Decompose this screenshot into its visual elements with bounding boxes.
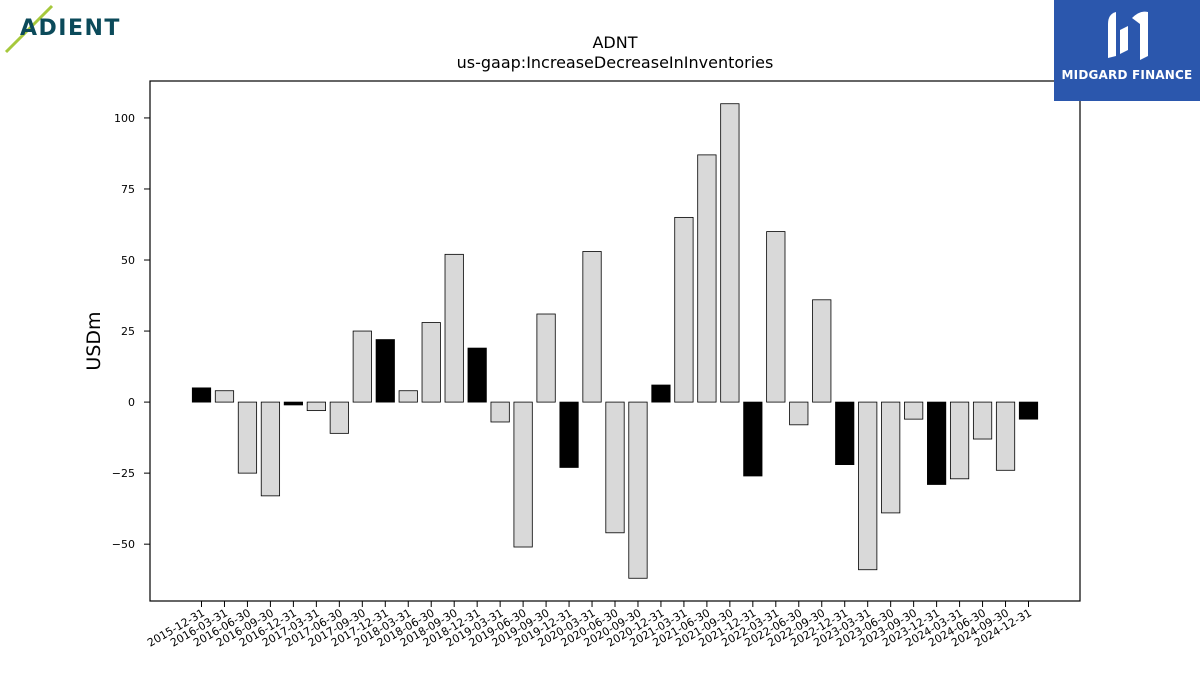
- bar-2024-09-30: [995, 401, 1016, 471]
- bar-2019-03-31: [490, 401, 510, 423]
- bar-2017-12-31: [375, 339, 395, 403]
- x-axis: 2015-12-312016-03-312016-06-302016-09-30…: [145, 601, 1034, 650]
- bar-2020-03-31: [582, 251, 602, 403]
- bar-2017-03-31: [306, 401, 326, 412]
- plot-frame: [149, 80, 1081, 602]
- bar-2024-03-31: [949, 401, 970, 480]
- bar-2023-09-30: [904, 401, 924, 420]
- chart-title: ADNT: [592, 33, 637, 52]
- bar-2020-09-30: [628, 401, 648, 579]
- bars-group: [191, 103, 1039, 579]
- midgard-emblem-icon: [1108, 11, 1148, 61]
- bar-2023-06-30: [881, 401, 901, 514]
- bar-2015-12-31: [191, 387, 212, 403]
- bar-2016-09-30: [260, 401, 281, 497]
- bar-2023-12-31: [927, 401, 947, 485]
- bar-2021-03-31: [674, 216, 694, 403]
- bar-2021-09-30: [720, 103, 740, 403]
- bar-2016-03-31: [214, 390, 235, 403]
- y-axis: 100 75 50 25 0 −25 −50: [112, 112, 150, 551]
- y-tick-label: 100: [114, 112, 135, 125]
- bar-2016-06-30: [237, 401, 258, 474]
- bar-2018-12-31: [467, 347, 487, 403]
- y-tick-label: 75: [121, 183, 135, 196]
- bar-2020-12-31: [651, 384, 671, 403]
- bar-2017-06-30: [329, 401, 349, 434]
- bar-2018-06-30: [421, 322, 441, 403]
- midgard-finance-logo: MIDGARD FINANCE: [1054, 0, 1200, 101]
- adient-logo-text: ADIENT: [20, 16, 121, 41]
- bar-2022-06-30: [789, 401, 809, 426]
- y-axis-label: USDm: [83, 311, 105, 370]
- bar-2022-12-31: [835, 401, 855, 465]
- bar-2019-06-30: [513, 401, 533, 548]
- bar-2024-12-31: [1018, 401, 1039, 420]
- adient-logo: ADIENT: [0, 0, 150, 60]
- bar-2020-06-30: [605, 401, 625, 534]
- y-tick-label: 25: [121, 325, 135, 338]
- bar-2022-09-30: [812, 299, 832, 403]
- bar-2017-09-30: [352, 330, 372, 403]
- bar-2016-12-31: [283, 401, 303, 406]
- y-tick-label: 0: [128, 396, 135, 409]
- y-tick-label: −50: [112, 538, 135, 551]
- chart-subtitle: us-gaap:IncreaseDecreaseInInventories: [457, 53, 774, 72]
- y-tick-label: 50: [121, 254, 135, 267]
- bar-2021-12-31: [743, 401, 763, 477]
- adient-swoosh-icon: [4, 4, 54, 54]
- bar-2023-03-31: [858, 401, 878, 571]
- bar-2018-03-31: [398, 390, 418, 403]
- y-tick-label: −25: [112, 467, 135, 480]
- bar-2024-06-30: [972, 401, 993, 440]
- midgard-logo-text: MIDGARD FINANCE: [1061, 68, 1193, 82]
- bar-2021-06-30: [697, 154, 717, 403]
- bar-2022-03-31: [766, 231, 786, 403]
- bar-2019-09-30: [536, 313, 556, 403]
- bar-2019-12-31: [559, 401, 579, 468]
- bar-2018-09-30: [444, 253, 464, 403]
